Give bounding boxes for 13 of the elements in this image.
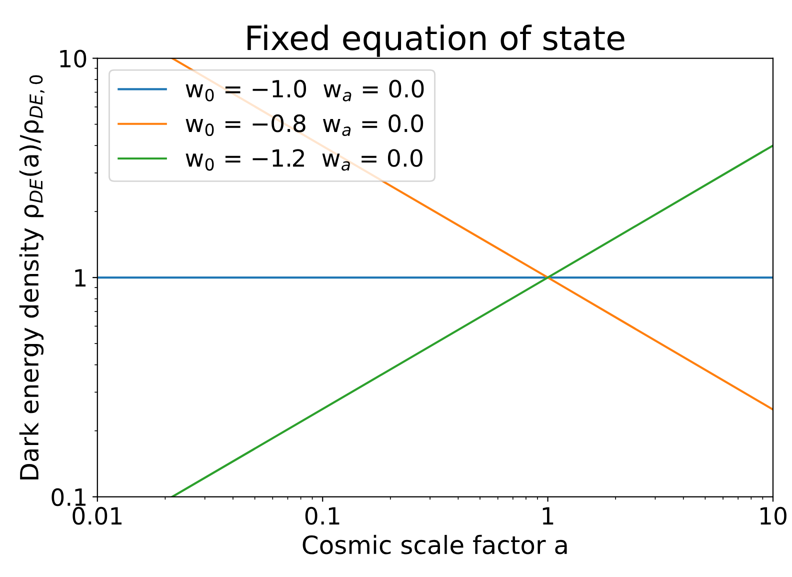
legend-label: w$_{0}$ = −1.2 w$_{a}$ = 0.0 [186,149,422,171]
legend-label: w$_{0}$ = −1.0 w$_{a}$ = 0.0 [186,80,424,102]
legend-label: w$_{0}$ = −0.8 w$_{a}$ = 0.0 [186,114,424,136]
y-tick-label: 1 [75,269,86,287]
y-tick-label: 0.1 [52,488,86,506]
x-tick-label: 0.01 [72,506,122,525]
x-tick-label: 1 [542,507,554,524]
x-tick-label: 10 [760,506,786,525]
x-tick-label: 0.1 [305,506,340,525]
x-axis-title: Cosmic scale factor a [302,534,567,554]
y-tick-label: 10 [60,50,86,68]
chart-title: Fixed equation of state [248,24,624,57]
y-axis-title: Dark energy density ρ$_{DE}$(a)/ρ$_{DE,0}$ [19,75,44,480]
